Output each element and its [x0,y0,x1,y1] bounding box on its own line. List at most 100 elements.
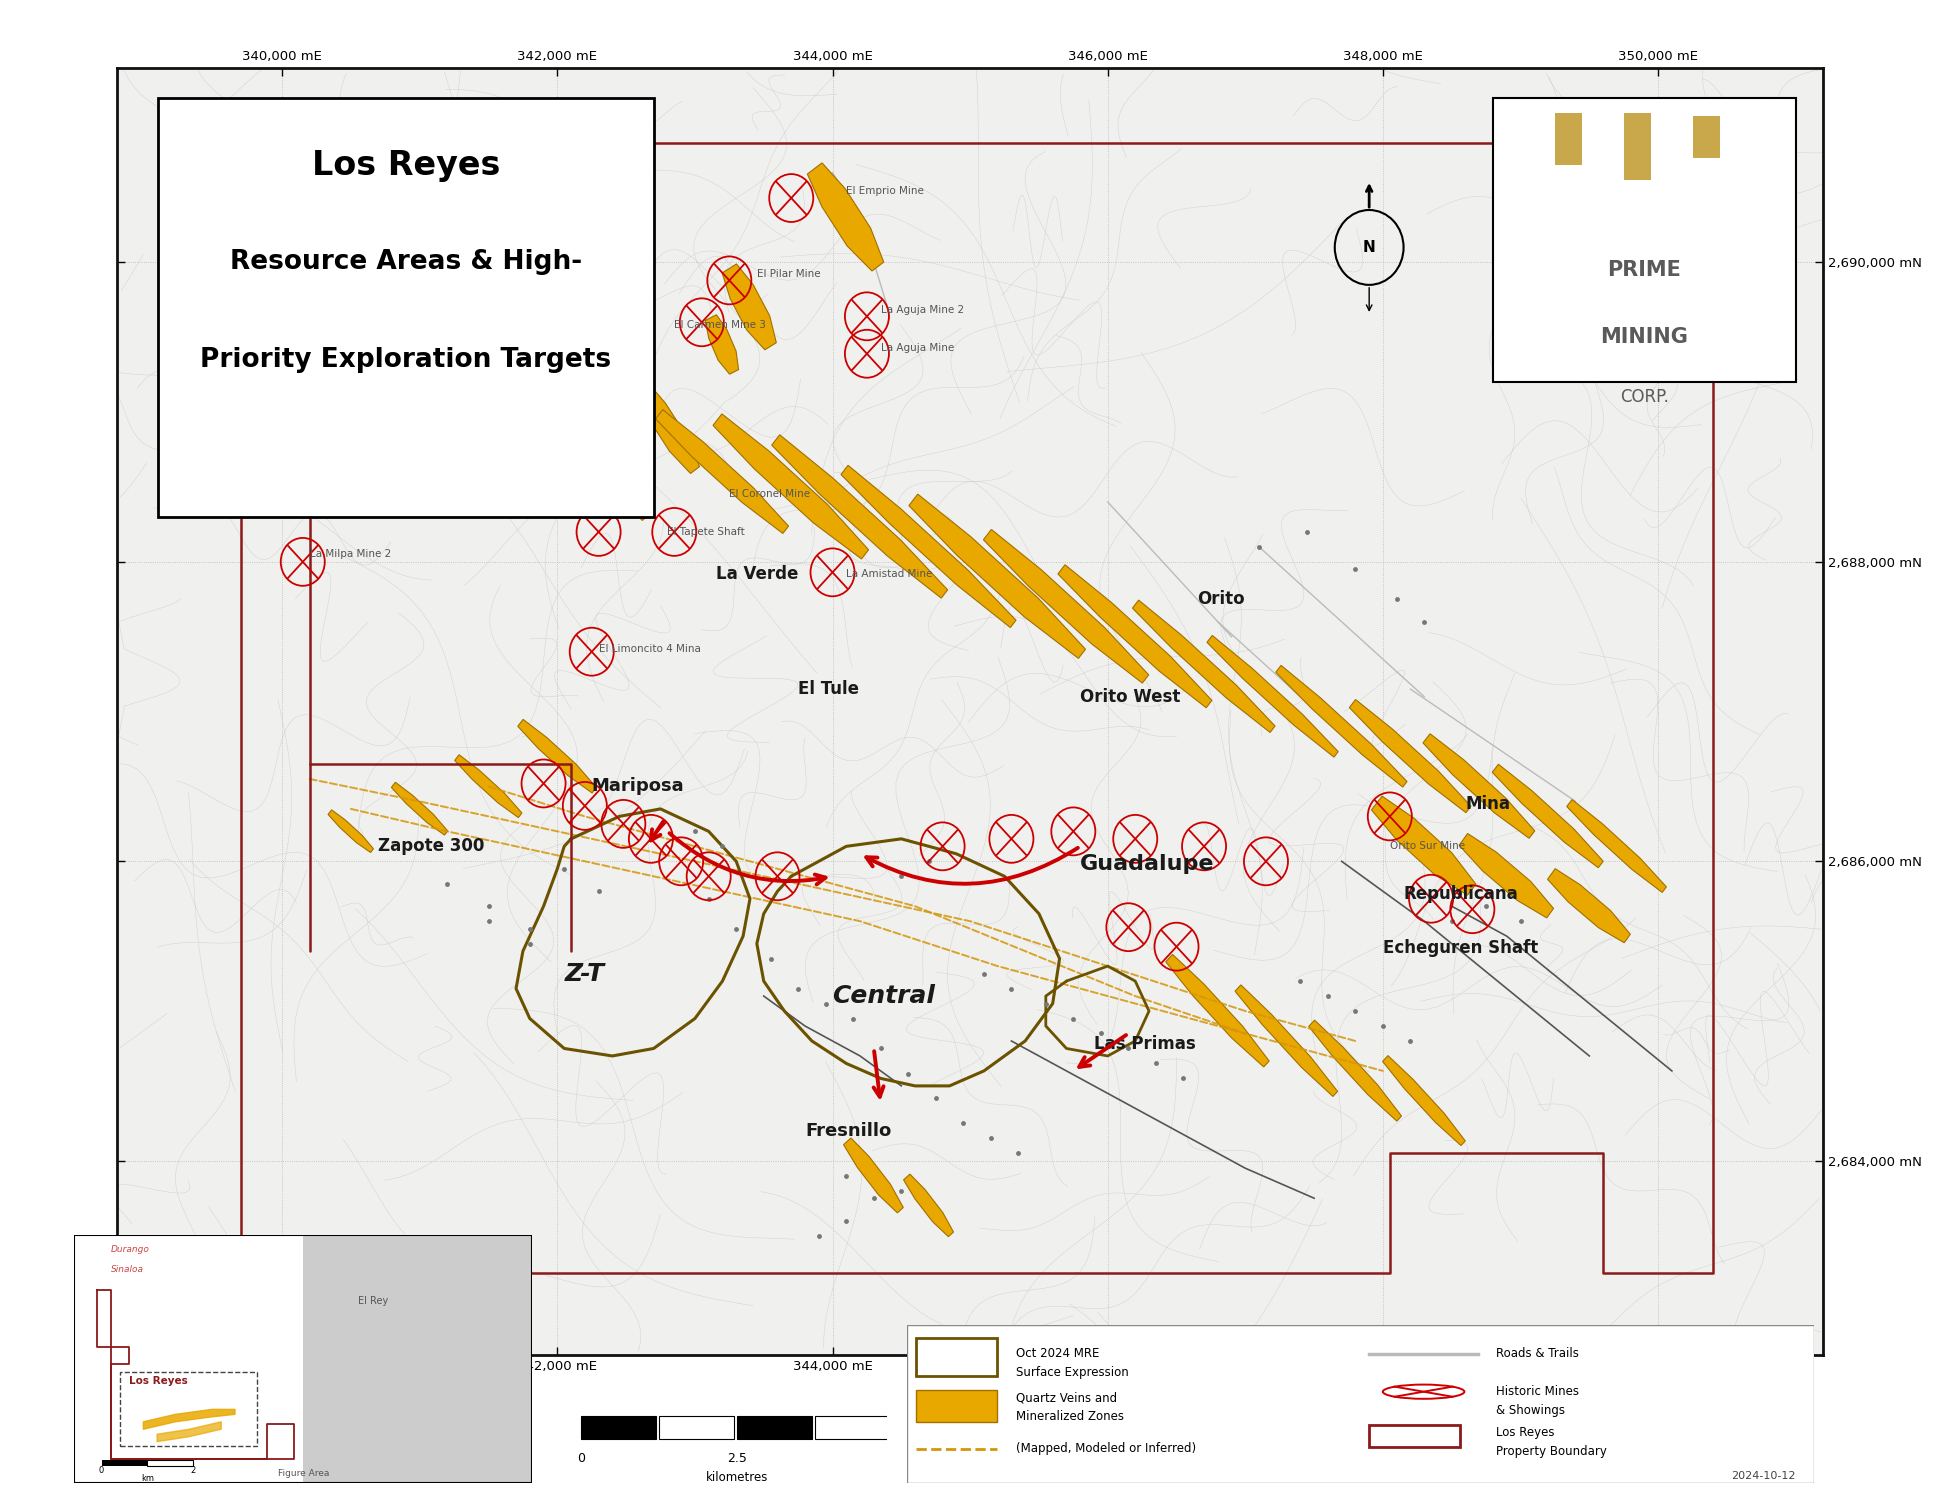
Text: Quartz Veins and: Quartz Veins and [1016,1392,1117,1405]
Polygon shape [840,465,1016,628]
Polygon shape [392,782,449,834]
Text: N: N [1363,239,1375,255]
Text: La Aguja Mine: La Aguja Mine [881,343,954,352]
Text: Orito: Orito [1197,590,1244,608]
Polygon shape [655,410,788,533]
Polygon shape [844,1139,903,1212]
Text: Figure Area: Figure Area [277,1468,330,1477]
Polygon shape [807,163,883,271]
Text: Orito Sur Mine: Orito Sur Mine [1390,842,1464,851]
Polygon shape [519,720,597,794]
Text: Roads & Trails: Roads & Trails [1496,1348,1580,1360]
Text: El Coronel Mine: El Coronel Mine [729,489,811,500]
Text: Los Reyes: Los Reyes [312,149,499,182]
Text: Fresnillo: Fresnillo [805,1122,891,1140]
Text: El Tapete Shaft: El Tapete Shaft [667,527,745,538]
Bar [916,1390,996,1422]
Text: km: km [140,1474,154,1483]
Text: La Aguja Mine 2: La Aguja Mine 2 [881,306,963,315]
Text: La Milpa Mine 2: La Milpa Mine 2 [310,550,390,559]
Bar [101,1459,148,1465]
Text: MINING: MINING [1601,327,1689,348]
Bar [737,1416,813,1440]
Polygon shape [1492,764,1603,867]
Polygon shape [983,530,1149,684]
Text: Mina: Mina [1466,795,1511,813]
Bar [74,1235,302,1483]
Bar [815,1416,891,1440]
Text: Sinaloa: Sinaloa [111,1265,144,1274]
Bar [1554,113,1583,166]
Polygon shape [1234,985,1338,1096]
Polygon shape [903,1175,954,1236]
Text: Central: Central [833,983,936,1008]
Bar [659,1416,735,1440]
Text: Echeguren Shaft: Echeguren Shaft [1383,940,1539,958]
Polygon shape [454,755,523,818]
Polygon shape [714,414,868,559]
Text: Las Primas: Las Primas [1094,1035,1195,1053]
Text: (Mapped, Modeled or Inferred): (Mapped, Modeled or Inferred) [1016,1443,1195,1455]
Text: Los Reyes: Los Reyes [129,1376,187,1386]
Polygon shape [1275,666,1408,788]
Text: Mariposa: Mariposa [591,777,684,795]
Text: 0: 0 [99,1467,103,1476]
Polygon shape [1459,833,1554,917]
Polygon shape [1207,636,1338,758]
Polygon shape [1059,565,1211,708]
Text: Surface Expression: Surface Expression [1016,1366,1129,1379]
Text: Oct 2024 MRE: Oct 2024 MRE [1016,1348,1100,1360]
Bar [1693,116,1720,158]
Text: Republicana: Republicana [1404,886,1519,904]
Text: Historic Mines: Historic Mines [1496,1386,1580,1398]
Polygon shape [1308,1020,1402,1120]
Polygon shape [328,810,372,852]
FancyBboxPatch shape [1494,98,1796,383]
Text: Zapote 300: Zapote 300 [378,837,486,855]
Text: El Tule: El Tule [798,681,860,699]
Text: Orito West: Orito West [1080,688,1180,706]
Bar [302,1235,532,1483]
Bar [148,1459,193,1465]
Text: & Showings: & Showings [1496,1404,1566,1417]
Text: Los Reyes: Los Reyes [1496,1426,1554,1440]
Polygon shape [722,264,776,349]
Polygon shape [634,380,700,473]
Polygon shape [772,435,948,598]
Text: Z-T: Z-T [564,962,604,985]
Text: El Limoncito 4 Mina: El Limoncito 4 Mina [599,643,700,654]
Text: Resource Areas & High-: Resource Areas & High- [230,250,581,276]
Text: 2.5: 2.5 [727,1452,747,1465]
Text: kilometres: kilometres [706,1470,768,1483]
Text: El Rey: El Rey [359,1297,388,1307]
Bar [119,1372,257,1446]
Polygon shape [1548,869,1630,943]
FancyBboxPatch shape [158,98,653,517]
Polygon shape [706,315,739,373]
Text: 2: 2 [191,1467,195,1476]
Text: La Verde: La Verde [716,565,798,583]
Text: El Pilar Mine: El Pilar Mine [757,270,821,280]
Bar [1624,113,1652,181]
Polygon shape [1371,797,1476,895]
Text: Priority Exploration Targets: Priority Exploration Targets [201,346,612,372]
Polygon shape [1383,1056,1464,1146]
Polygon shape [909,494,1086,658]
Text: Mineralized Zones: Mineralized Zones [1016,1411,1123,1423]
Text: El Emprio Mine: El Emprio Mine [846,185,924,196]
Polygon shape [1166,955,1269,1066]
Text: Durango: Durango [111,1245,150,1254]
Bar [581,1416,657,1440]
Polygon shape [1424,733,1535,839]
FancyBboxPatch shape [907,1325,1814,1483]
Text: El Carmen Mine 3: El Carmen Mine 3 [675,321,766,330]
Polygon shape [603,453,649,521]
Bar [1369,1425,1461,1447]
Text: PRIME: PRIME [1607,261,1681,280]
Polygon shape [1133,599,1275,732]
Bar [916,1337,996,1376]
Text: CORP.: CORP. [1620,389,1669,407]
Text: Property Boundary: Property Boundary [1496,1446,1607,1458]
Text: La Amistad Mine: La Amistad Mine [846,569,932,578]
Text: 0: 0 [577,1452,585,1465]
